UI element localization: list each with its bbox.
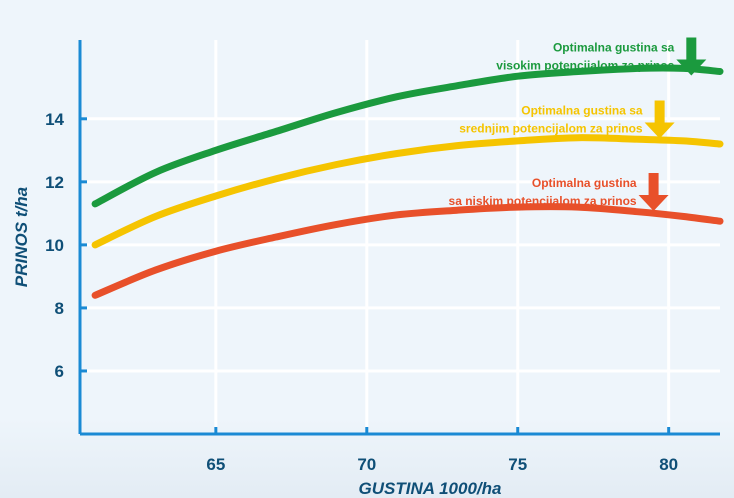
y-tick-label: 12 — [45, 173, 64, 192]
x-tick-label: 75 — [508, 455, 527, 474]
y-tick-label: 6 — [55, 362, 64, 381]
annotation-text: Optimalna gustina — [532, 176, 637, 190]
y-axis-title: PRINOS t/ha — [12, 187, 31, 287]
down-arrow-icon — [638, 172, 669, 211]
annotation-2: Optimalna gustina sa srednjim potencijalo… — [459, 100, 675, 139]
annotation-3: Optimalna gustina sa niskim potencijalom … — [449, 172, 669, 211]
series-line-2 — [91, 134, 724, 249]
series-line-1 — [91, 64, 724, 208]
y-tick-label: 14 — [45, 110, 64, 129]
y-tick-label: 8 — [55, 299, 64, 318]
y-tick-label: 10 — [45, 236, 64, 255]
x-tick-label: 65 — [206, 455, 225, 474]
x-tick-label: 80 — [659, 455, 678, 474]
annotation-text: Optimalna gustina sa — [521, 103, 643, 117]
x-tick-label: 70 — [357, 455, 376, 474]
annotation-1: Optimalna gustina sa visokim potencijalom… — [496, 37, 707, 76]
annotation-text: srednjim potencijalom za prinos — [459, 121, 643, 135]
series-line-3 — [91, 203, 724, 299]
down-arrow-icon — [644, 100, 675, 139]
annotation-text: visokim potencijalom za prinos — [496, 58, 674, 72]
annotation-text: Optimalna gustina sa — [553, 40, 675, 54]
x-axis-title: GUSTINA 1000/ha — [359, 479, 502, 498]
down-arrow-icon — [676, 37, 707, 76]
annotation-text: sa niskim potencijalom za prinos — [449, 194, 637, 208]
